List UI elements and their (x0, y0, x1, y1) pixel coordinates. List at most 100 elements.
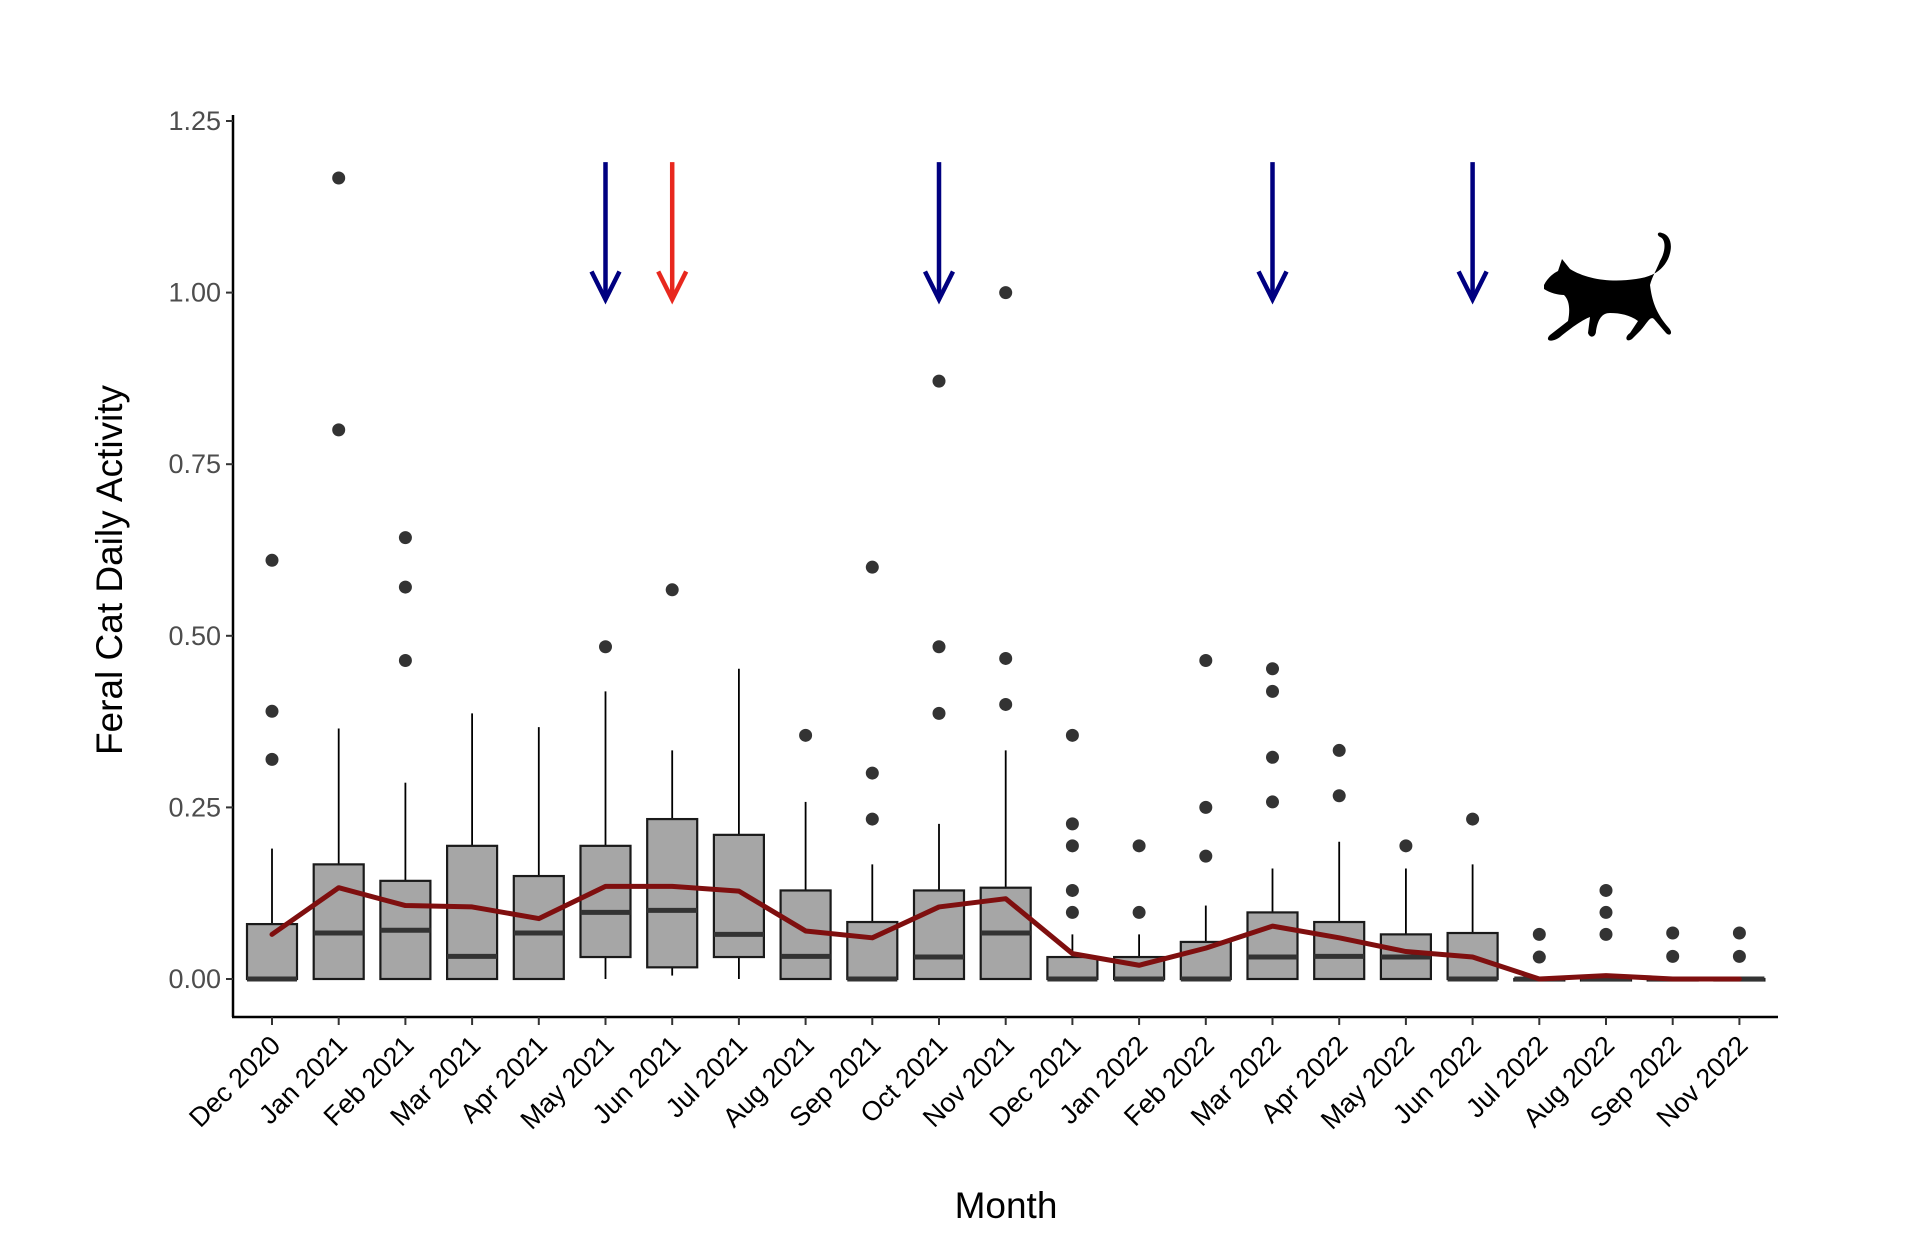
outlier-point (1732, 926, 1746, 940)
outlier-point (1065, 839, 1079, 853)
box-5 (579, 640, 632, 979)
box-0 (245, 553, 299, 982)
down-arrow-icon (922, 162, 956, 305)
box-8 (779, 728, 832, 981)
outlier-point (265, 704, 279, 718)
y-axis-title: Feral Cat Daily Activity (89, 384, 130, 755)
outlier-point (1532, 950, 1546, 964)
outlier-point (1065, 817, 1079, 831)
outlier-point (398, 580, 412, 594)
outlier-point (1199, 849, 1213, 863)
outlier-point (665, 583, 679, 597)
outlier-point (865, 766, 879, 780)
box-17 (1379, 839, 1433, 981)
box-1 (312, 171, 365, 981)
x-axis-title: Month (955, 1185, 1058, 1226)
box-22 (1713, 926, 1766, 982)
box-iqr (512, 874, 565, 981)
outlier-point (1399, 839, 1413, 853)
outlier-point (398, 531, 412, 545)
y-tick-label: 0.00 (168, 964, 221, 994)
outlier-point (1332, 789, 1346, 803)
down-arrow-icon (589, 162, 622, 305)
outlier-point (1199, 800, 1213, 814)
outlier-point (1266, 750, 1279, 764)
outlier-point (265, 752, 279, 766)
outlier-point (332, 171, 346, 185)
outlier-point (1332, 743, 1346, 757)
arrow-head (1456, 270, 1489, 305)
box-iqr (579, 844, 632, 959)
outlier-point (265, 553, 279, 567)
outlier-point (932, 640, 946, 654)
box-15 (1246, 662, 1299, 981)
y-axis: 0.00 0.25 0.50 0.75 1.00 1.25 (168, 106, 235, 1017)
arrow-head (922, 270, 956, 305)
y-tick-label: 1.25 (168, 106, 221, 136)
box-13 (1112, 839, 1166, 982)
outlier-point (865, 560, 879, 574)
trend-layer (269, 883, 1742, 982)
box-9 (846, 560, 899, 982)
outlier-point (865, 812, 879, 826)
outlier-point (1599, 927, 1613, 941)
outlier-point (799, 728, 813, 742)
box-11 (979, 286, 1032, 981)
trend-line (269, 883, 1742, 982)
arrow-head (656, 270, 689, 305)
box-12 (1046, 728, 1099, 982)
y-tick-label: 0.50 (168, 621, 221, 651)
box-iqr (712, 833, 766, 959)
outlier-point (1266, 795, 1279, 809)
cat-silhouette-icon (1544, 232, 1672, 341)
arrow-head (1256, 270, 1289, 305)
outlier-point (1199, 654, 1213, 668)
box-2 (379, 531, 432, 981)
outlier-point (1532, 927, 1546, 941)
outlier-point (1732, 949, 1746, 963)
outlier-point (999, 286, 1013, 300)
outlier-point (599, 640, 612, 654)
box-14 (1179, 654, 1232, 982)
y-tick-label: 0.75 (168, 449, 221, 479)
outlier-point (999, 651, 1013, 665)
outlier-point (1266, 684, 1279, 698)
outlier-point (1065, 728, 1079, 742)
box-20 (1579, 883, 1633, 982)
arrow-head (589, 270, 622, 305)
outlier-point (1266, 662, 1279, 676)
box-21 (1646, 926, 1699, 982)
box-10 (912, 374, 966, 981)
box-16 (1313, 743, 1366, 981)
outlier-point (1466, 812, 1480, 826)
outlier-point (1132, 905, 1146, 919)
box-iqr (1046, 955, 1099, 981)
box-iqr (1246, 911, 1299, 981)
down-arrow-icon (1256, 162, 1289, 305)
down-arrow-icon (656, 162, 689, 305)
outlier-point (1065, 905, 1079, 919)
box-7 (712, 668, 766, 979)
box-3 (446, 713, 499, 981)
box-iqr (1313, 920, 1366, 981)
box-iqr (312, 863, 365, 981)
outlier-point (932, 706, 946, 720)
outlier-point (1666, 926, 1680, 940)
y-tick-label: 0.25 (168, 792, 221, 822)
outlier-point (932, 374, 946, 388)
outlier-point (1065, 883, 1079, 897)
boxes-layer (245, 171, 1766, 982)
box-iqr (646, 817, 699, 969)
box-4 (512, 727, 565, 981)
box-6 (646, 583, 699, 976)
outlier-point (1132, 839, 1146, 853)
down-arrow-icon (1456, 162, 1489, 305)
outlier-point (999, 697, 1013, 711)
outlier-point (332, 423, 346, 437)
outlier-point (1666, 949, 1680, 963)
arrows-layer (589, 162, 1489, 305)
outlier-point (398, 654, 412, 668)
y-tick-label: 1.00 (168, 278, 221, 308)
